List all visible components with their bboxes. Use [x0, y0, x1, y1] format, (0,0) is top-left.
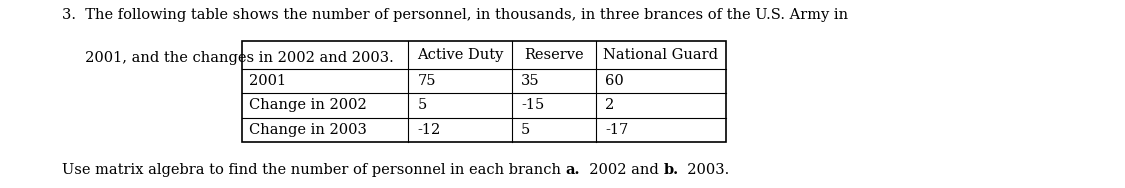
Text: 60: 60	[605, 74, 624, 88]
Text: 2: 2	[605, 98, 614, 112]
Text: 75: 75	[417, 74, 435, 88]
Text: 35: 35	[521, 74, 540, 88]
Text: b.: b.	[664, 163, 678, 177]
Text: 5: 5	[417, 98, 426, 112]
Text: Change in 2003: Change in 2003	[249, 123, 367, 137]
Text: -12: -12	[417, 123, 441, 137]
Text: 5: 5	[521, 123, 530, 137]
Text: 2001, and the changes in 2002 and 2003.: 2001, and the changes in 2002 and 2003.	[62, 51, 394, 65]
Text: 3.  The following table shows the number of personnel, in thousands, in three br: 3. The following table shows the number …	[62, 8, 848, 21]
Text: National Guard: National Guard	[603, 48, 719, 62]
Text: Reserve: Reserve	[524, 48, 584, 62]
Text: -15: -15	[521, 98, 544, 112]
Text: Change in 2002: Change in 2002	[249, 98, 367, 112]
Text: 2001: 2001	[249, 74, 286, 88]
Text: 2002 and: 2002 and	[580, 163, 664, 177]
Text: a.: a.	[566, 163, 580, 177]
Text: 2003.: 2003.	[678, 163, 730, 177]
Text: Use matrix algebra to find the number of personnel in each branch: Use matrix algebra to find the number of…	[62, 163, 566, 177]
Text: Active Duty: Active Duty	[417, 48, 503, 62]
Text: -17: -17	[605, 123, 629, 137]
